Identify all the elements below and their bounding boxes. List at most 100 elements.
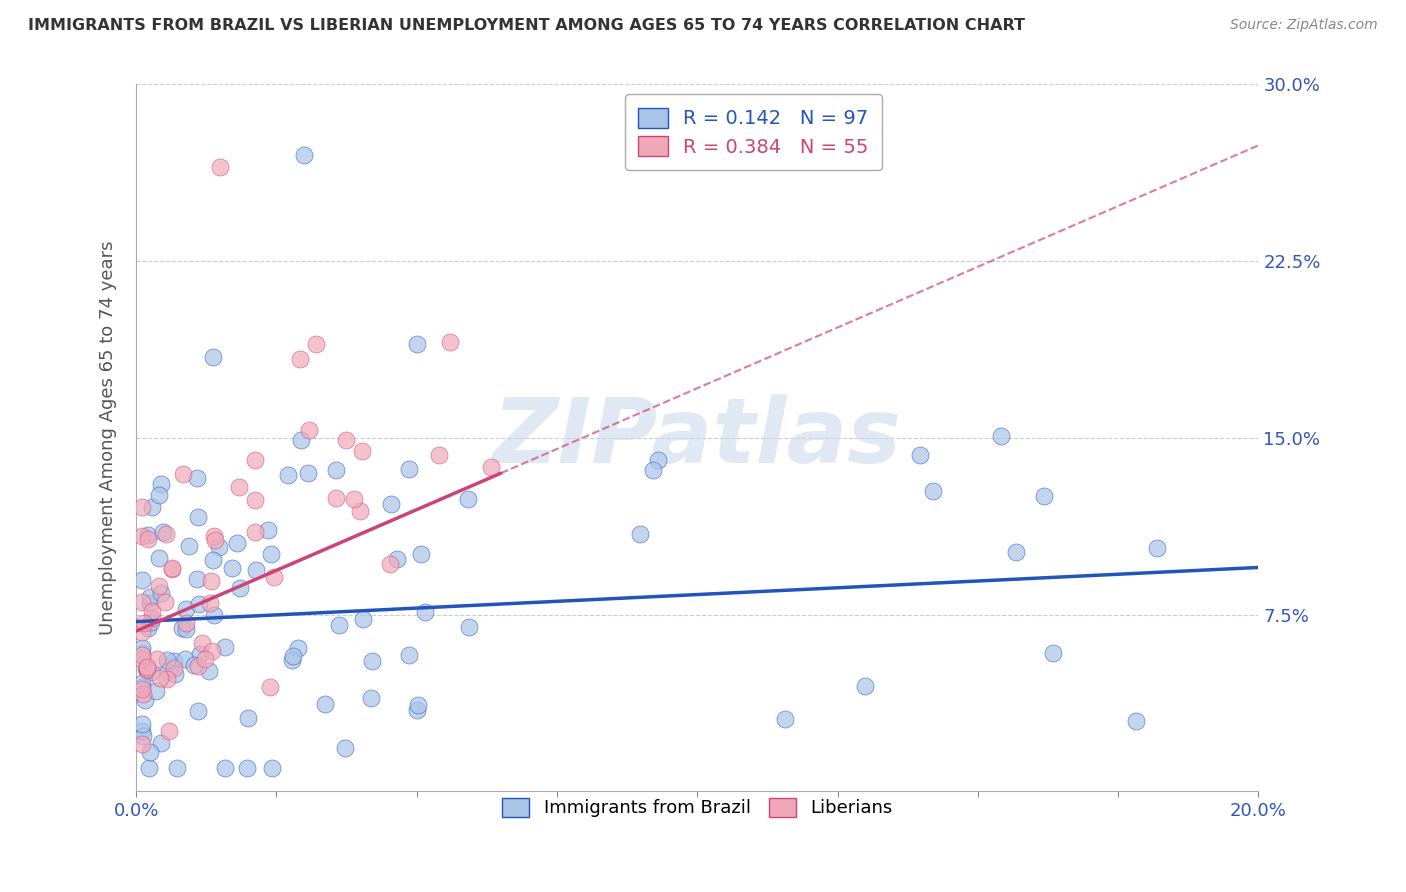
Point <box>297 466 319 480</box>
Point <box>188 647 211 661</box>
Point <box>139 615 162 629</box>
Point <box>647 453 669 467</box>
Point <box>172 621 194 635</box>
Point <box>136 533 159 547</box>
Point <box>1004 544 1026 558</box>
Point <box>214 761 236 775</box>
Point <box>136 621 159 635</box>
Point <box>398 462 420 476</box>
Point <box>202 553 225 567</box>
Point <box>208 540 231 554</box>
Point <box>146 652 169 666</box>
Point <box>380 497 402 511</box>
Point <box>132 729 155 743</box>
Point <box>259 680 281 694</box>
Point <box>173 651 195 665</box>
Point <box>406 703 429 717</box>
Point <box>228 581 250 595</box>
Point <box>163 655 186 669</box>
Point <box>290 433 312 447</box>
Point <box>409 547 432 561</box>
Point <box>194 652 217 666</box>
Point <box>298 424 321 438</box>
Point <box>132 687 155 701</box>
Point <box>628 527 651 541</box>
Point <box>134 693 156 707</box>
Point <box>141 604 163 618</box>
Point <box>153 595 176 609</box>
Point <box>131 500 153 515</box>
Point <box>439 335 461 350</box>
Point <box>191 636 214 650</box>
Point <box>457 491 479 506</box>
Point <box>141 500 163 515</box>
Point <box>245 563 267 577</box>
Point <box>186 471 208 485</box>
Point <box>156 665 179 679</box>
Point <box>152 524 174 539</box>
Point <box>136 662 159 676</box>
Point <box>131 648 153 662</box>
Point <box>166 761 188 775</box>
Point <box>204 533 226 548</box>
Point <box>145 683 167 698</box>
Point <box>288 351 311 366</box>
Point <box>294 148 316 162</box>
Point <box>202 608 225 623</box>
Point <box>131 573 153 587</box>
Point <box>277 467 299 482</box>
Point <box>335 434 357 448</box>
Point <box>183 658 205 673</box>
Point <box>204 529 226 543</box>
Point <box>221 561 243 575</box>
Point <box>479 459 502 474</box>
Point <box>853 680 876 694</box>
Point <box>1032 489 1054 503</box>
Point <box>131 717 153 731</box>
Y-axis label: Unemployment Among Ages 65 to 74 years: Unemployment Among Ages 65 to 74 years <box>100 241 117 635</box>
Point <box>139 590 162 604</box>
Point <box>131 652 153 666</box>
Point <box>131 737 153 751</box>
Point <box>162 661 184 675</box>
Point <box>135 662 157 676</box>
Point <box>378 558 401 572</box>
Point <box>260 761 283 775</box>
Point <box>361 655 384 669</box>
Point <box>200 596 222 610</box>
Point <box>138 596 160 610</box>
Point <box>148 487 170 501</box>
Point <box>349 504 371 518</box>
Point <box>172 467 194 481</box>
Point <box>922 483 945 498</box>
Point <box>773 712 796 726</box>
Point <box>139 745 162 759</box>
Point <box>427 448 450 462</box>
Point <box>174 622 197 636</box>
Point <box>150 586 173 600</box>
Point <box>263 570 285 584</box>
Point <box>343 491 366 506</box>
Point <box>333 740 356 755</box>
Point <box>179 540 201 554</box>
Point <box>328 617 350 632</box>
Point <box>236 761 259 775</box>
Point <box>243 524 266 539</box>
Point <box>458 620 481 634</box>
Text: Source: ZipAtlas.com: Source: ZipAtlas.com <box>1230 18 1378 32</box>
Point <box>325 462 347 476</box>
Point <box>131 595 153 609</box>
Point <box>160 561 183 575</box>
Point <box>641 462 664 476</box>
Point <box>131 646 153 660</box>
Point <box>305 336 328 351</box>
Point <box>187 704 209 718</box>
Point <box>139 665 162 679</box>
Text: ZIPatlas: ZIPatlas <box>492 394 901 482</box>
Point <box>228 480 250 494</box>
Point <box>1125 714 1147 728</box>
Point <box>1042 646 1064 660</box>
Point <box>138 761 160 775</box>
Point <box>385 552 408 566</box>
Point <box>156 672 179 686</box>
